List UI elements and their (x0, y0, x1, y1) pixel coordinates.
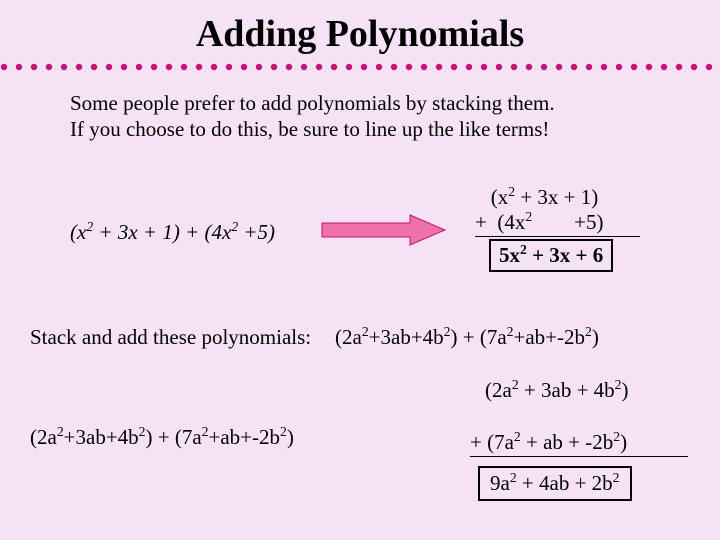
example2-left-expression: (2a2+3ab+4b2) + (7a2+ab+-2b2) (30, 425, 294, 450)
intro-line-2: If you choose to do this, be sure to lin… (70, 116, 650, 142)
example1-stacked: (x2 + 3x + 1) + (4x2 +5) 5x2 + 3x + 6 (475, 185, 640, 272)
example1-underline (475, 236, 640, 237)
divider-dots (0, 62, 720, 72)
example2-result: 9a2 + 4ab + 2b2 (478, 466, 632, 501)
intro-text: Some people prefer to add polynomials by… (70, 90, 650, 143)
example2-stack-row1: (2a2 + 3ab + 4b2) (485, 378, 629, 403)
example2-instruction: Stack and add these polynomials: (30, 325, 311, 350)
example2-underline (470, 456, 688, 457)
example1-result: 5x2 + 3x + 6 (489, 239, 613, 272)
arrow-icon (320, 212, 450, 253)
intro-line-1: Some people prefer to add polynomials by… (70, 90, 650, 116)
example1-stack-row2: + (4x2 +5) (475, 210, 640, 235)
page-title: Adding Polynomials (0, 0, 720, 62)
example1-left-expression: (x2 + 3x + 1) + (4x2 +5) (70, 220, 275, 245)
example2-stack-row2: + (7a2 + ab + -2b2) (470, 430, 627, 455)
example1-stack-row1: (x2 + 3x + 1) (475, 185, 640, 210)
example2-inline-expression: (2a2+3ab+4b2) + (7a2+ab+-2b2) (335, 325, 599, 350)
